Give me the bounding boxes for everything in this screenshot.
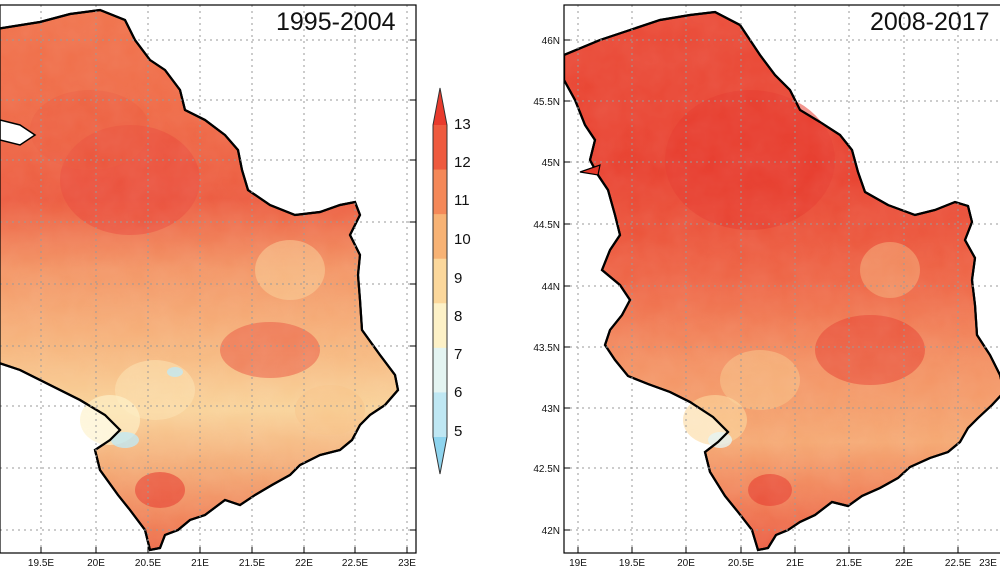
axis-ticks-right: 19E 19.5E 20E 20.5E 21E 21.5E 22E 22.5E 23E 46N 45…	[533, 36, 997, 569]
colorbar-segment	[433, 303, 447, 349]
colorbar-label: 13	[454, 116, 471, 133]
y-tick-label: 45.5N	[533, 97, 560, 108]
y-tick-label: 43.5N	[533, 343, 560, 354]
x-tick-label: 22E	[895, 558, 913, 569]
y-tick-label: 46N	[542, 36, 560, 47]
x-axis-ticks-left: 19.5E 20E 20.5E 21E 21.5E 22E 22.5E 23E	[28, 39, 416, 569]
grid-lines-right	[564, 5, 1000, 553]
colorbar-segment	[433, 214, 447, 260]
colorbar-segment	[433, 437, 447, 474]
map-panel-1995-2004: 19.5E 20E 20.5E 21E 21.5E 22E 22.5E 23E	[0, 4, 417, 569]
colorbar-label: 11	[454, 192, 470, 209]
colorbar-segment	[433, 88, 447, 125]
x-tick-label: 23E	[979, 558, 997, 569]
x-tick-label: 20E	[87, 558, 105, 569]
colorbar-label: 7	[454, 346, 463, 363]
x-tick-label: 22E	[295, 558, 313, 569]
map-panel-2008-2017: 19E 19.5E 20E 20.5E 21E 21.5E 22E 22.5E 23E 46N 45…	[533, 4, 1000, 569]
y-tick-label: 42.5N	[533, 464, 560, 475]
colorbar-label: 5	[454, 423, 463, 440]
colorbar-outline	[432, 87, 448, 475]
x-tick-label: 21.5E	[239, 558, 265, 569]
x-tick-label: 19.5E	[28, 558, 54, 569]
colorbar-segment	[433, 169, 447, 215]
colorbar-segment	[433, 125, 447, 171]
x-tick-label: 20E	[677, 558, 695, 569]
map-frame-left	[0, 4, 417, 554]
y-tick-label: 44N	[542, 282, 560, 293]
colorbar-segment	[433, 258, 447, 304]
x-tick-label: 23E	[398, 558, 416, 569]
x-tick-label: 21E	[191, 558, 209, 569]
colorbar-label: 8	[454, 308, 463, 325]
colorbar-label: 9	[454, 270, 463, 287]
y-tick-label: 45N	[542, 158, 560, 169]
y-tick-label: 42N	[542, 526, 560, 537]
x-tick-label: 19E	[569, 558, 587, 569]
x-tick-label: 22.5E	[945, 558, 971, 569]
grid-lines-left	[0, 5, 416, 553]
x-tick-label: 21.5E	[836, 558, 862, 569]
x-tick-label: 20.5E	[728, 558, 754, 569]
colorbar-label: 10	[454, 231, 471, 248]
x-tick-label: 20.5E	[135, 558, 161, 569]
map-title-1995-2004: 1995-2004	[276, 8, 396, 36]
x-tick-label: 22.5E	[342, 558, 368, 569]
colorbar-label: 12	[454, 154, 471, 171]
colorbar-segment	[433, 347, 447, 393]
y-tick-label: 43N	[542, 404, 560, 415]
map-title-2008-2017: 2008-2017	[870, 8, 990, 36]
y-tick-label: 44.5N	[533, 220, 560, 231]
colorbar-label: 6	[454, 384, 463, 401]
colorbar-segment	[433, 392, 447, 438]
map-frame-right	[563, 4, 1000, 554]
x-tick-label: 19.5E	[619, 558, 645, 569]
colorbar	[432, 87, 448, 475]
x-tick-label: 21E	[786, 558, 804, 569]
